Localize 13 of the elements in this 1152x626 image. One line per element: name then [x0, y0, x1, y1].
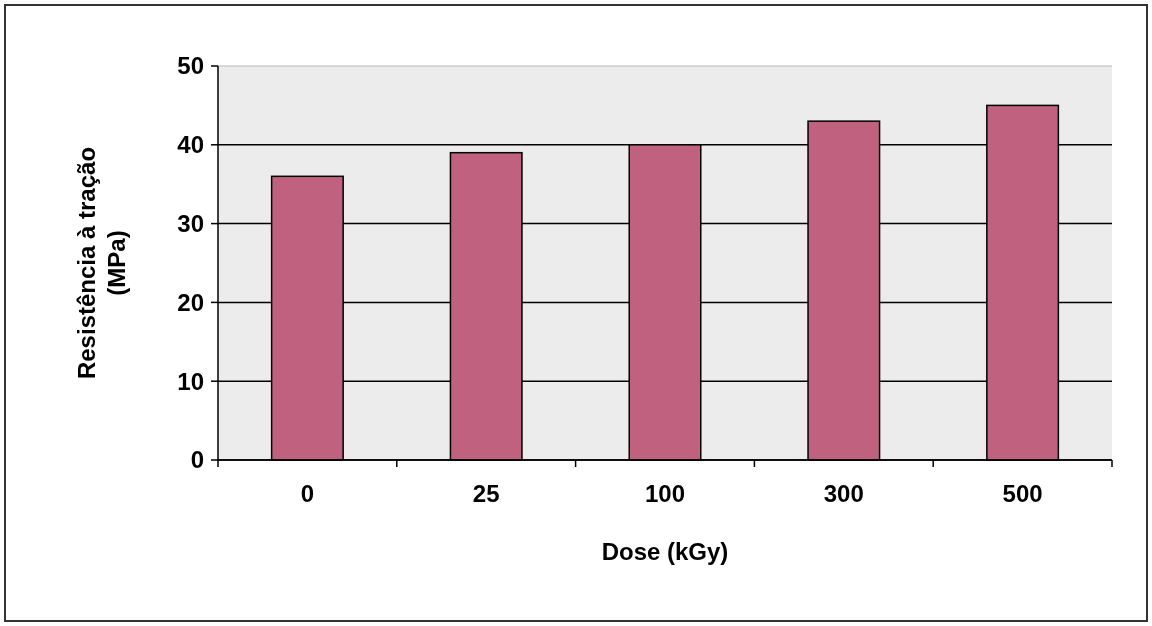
y-axis-title: Resistência à tração (MPa) [73, 146, 130, 380]
y-tick-label: 30 [177, 210, 204, 237]
y-tick-label: 50 [177, 52, 204, 80]
y-tick-label: 40 [177, 131, 204, 159]
y-tick-label: 0 [190, 446, 204, 474]
x-tick-label: 100 [644, 480, 686, 507]
x-tick-label: 0 [300, 480, 315, 507]
y-tick-label: 20 [177, 288, 204, 316]
x-tick-label: 500 [1002, 480, 1043, 507]
x-tick-label: 300 [823, 480, 864, 507]
x-tick-label: 25 [472, 480, 500, 507]
x-axis-title: Dose (kGy) [601, 538, 729, 565]
y-tick-label: 10 [177, 367, 204, 395]
